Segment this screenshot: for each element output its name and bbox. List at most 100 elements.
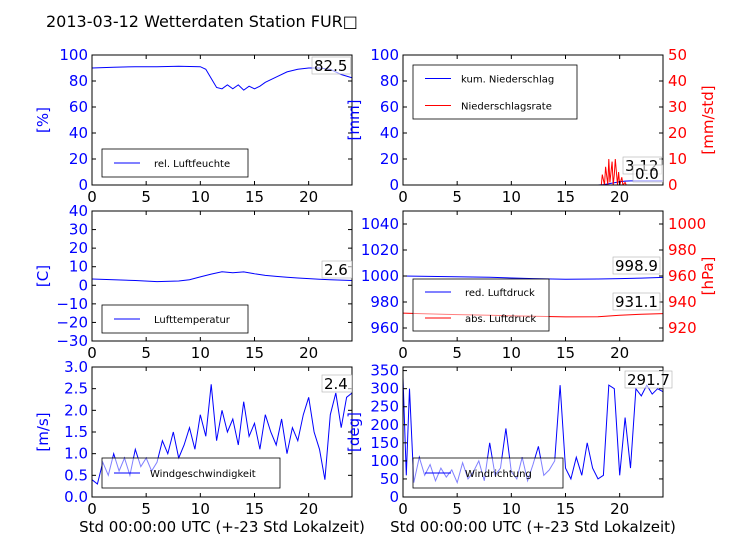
legend-label: Lufttemperatur (154, 315, 231, 326)
y-tick-label: 1040 (361, 215, 399, 233)
legend-label: Niederschlagsrate (461, 102, 552, 113)
value-label: 82.5 (314, 57, 347, 75)
y-tick-label: 1000 (361, 267, 399, 285)
value-label: 291.7 (627, 371, 670, 389)
x-tick-label: 15 (556, 188, 575, 206)
x-tick-label: 10 (502, 188, 521, 206)
legend-label: rel. Luftfeuchte (154, 159, 230, 170)
y-tick-label: 3.0 (64, 358, 88, 376)
legend-label: red. Luftdruck (465, 288, 535, 299)
y-tick-label: 80 (380, 72, 399, 90)
y-tick-label: 0 (78, 276, 88, 294)
y-axis-label: [C] (34, 265, 52, 287)
x-tick-label: 15 (556, 344, 575, 362)
value-label-box (321, 260, 353, 279)
y-tick-label: 60 (69, 98, 88, 116)
x-tick-label: 5 (452, 344, 462, 362)
y-tick-label: 200 (370, 416, 399, 434)
y-tick-label: −10 (56, 295, 88, 313)
y-tick-label: 60 (380, 98, 399, 116)
y-tick-label: 0 (78, 176, 88, 194)
legend-label: abs. Luftdruck (465, 314, 536, 325)
x-tick-label: 20 (299, 188, 318, 206)
y-tick-label: 0.5 (64, 466, 88, 484)
y2-tick-label: 30 (668, 98, 687, 116)
figure-title: 2013-03-12 Wetterdaten Station FUR□ (46, 12, 358, 31)
x-tick-label: 0 (398, 188, 408, 206)
y-tick-label: 2.0 (64, 401, 88, 419)
y-tick-label: 0 (389, 176, 399, 194)
value-label: 2.6 (324, 261, 348, 279)
panel-windspeed: 0 5 10 15 20 0.0 0.5 1.0 1.5 2.0 2.5 3.0 [m/s] Std 00… (34, 358, 365, 536)
y-tick-label: 10 (69, 258, 88, 276)
legend-box (412, 64, 578, 120)
x-tick-label: 10 (502, 344, 521, 362)
value-label-box (612, 292, 661, 311)
x-tick-label: 10 (191, 188, 210, 206)
plot-frame (402, 54, 664, 186)
x-tick-label: 5 (141, 500, 151, 518)
y-axis-label: [%] (34, 107, 52, 133)
y-tick-label: 100 (59, 46, 88, 64)
x-tick-label: 10 (191, 344, 210, 362)
y-tick-label: −30 (56, 332, 88, 350)
y2-axis-label: [hPa] (699, 257, 717, 296)
panel-pressure: 0 5 10 15 20 960 980 1000 1020 1040 920 940 960 980 10… (361, 210, 717, 362)
x-tick-label: 10 (502, 500, 521, 518)
x-axis-label: Std 00:00:00 UTC (+-23 Std Lokalzeit) (390, 518, 676, 536)
y-tick-label: 1.0 (64, 445, 88, 463)
y-tick-label: 150 (370, 434, 399, 452)
panel-precipitation: 0 5 10 15 20 0 20 40 60 80 100 0 10 20 30 40 50 [mm] [mm/s… (345, 46, 717, 206)
x-tick-label: 20 (299, 344, 318, 362)
legend-box (412, 278, 550, 332)
y-tick-label: 2.5 (64, 380, 88, 398)
y2-axis-label: [mm/std] (699, 85, 717, 154)
x-tick-label: 5 (452, 188, 462, 206)
value-label-box (311, 56, 351, 75)
y2-tick-label: 960 (668, 267, 697, 285)
legend-label: kum. Niederschlag (461, 75, 554, 86)
y2-tick-label: 940 (668, 293, 697, 311)
series-line-windspeed-0 (92, 384, 352, 485)
x-tick-label: 20 (610, 344, 629, 362)
y-tick-label: 50 (380, 470, 399, 488)
legend-label: Windrichtung (465, 469, 532, 480)
y-tick-label: 250 (370, 398, 399, 416)
plot-frame (91, 54, 353, 186)
x-tick-label: 15 (245, 344, 264, 362)
y2-tick-label: 920 (668, 319, 697, 337)
x-tick-label: 20 (610, 500, 629, 518)
value-label: 998.9 (615, 257, 658, 275)
y-tick-label: 80 (69, 72, 88, 90)
value-label-box (632, 164, 664, 183)
y-tick-label: 30 (69, 221, 88, 239)
y-axis-label: [m/s] (34, 412, 52, 451)
x-tick-label: 5 (141, 344, 151, 362)
x-tick-label: 0 (87, 344, 97, 362)
x-axis-label: Std 00:00:00 UTC (+-23 Std Lokalzeit) (79, 518, 365, 536)
y-tick-label: 0.0 (64, 488, 88, 506)
y2-tick-label: 50 (668, 46, 687, 64)
y-tick-label: 1020 (361, 241, 399, 259)
x-tick-label: 20 (299, 500, 318, 518)
x-tick-label: 5 (141, 188, 151, 206)
y-tick-label: −20 (56, 313, 88, 331)
value-label: 931.1 (615, 293, 658, 311)
value-label-box (624, 370, 673, 389)
plot-frame (402, 366, 664, 498)
x-tick-label: 5 (452, 500, 462, 518)
series-line-humidity-0 (92, 65, 352, 91)
y-tick-label: 0 (389, 488, 399, 506)
y-tick-label: 960 (370, 319, 399, 337)
y2-tick-label: 1000 (668, 215, 706, 233)
value-label-box (321, 374, 353, 393)
value-label-box (612, 256, 661, 275)
x-tick-label: 15 (245, 500, 264, 518)
panel-temperature: 0 5 10 15 20−30−20−10010203040[C]Lufttempera… (34, 202, 353, 362)
x-tick-label: 0 (398, 500, 408, 518)
y-tick-label: 20 (69, 239, 88, 257)
y-axis-label: [mm] (345, 100, 363, 141)
